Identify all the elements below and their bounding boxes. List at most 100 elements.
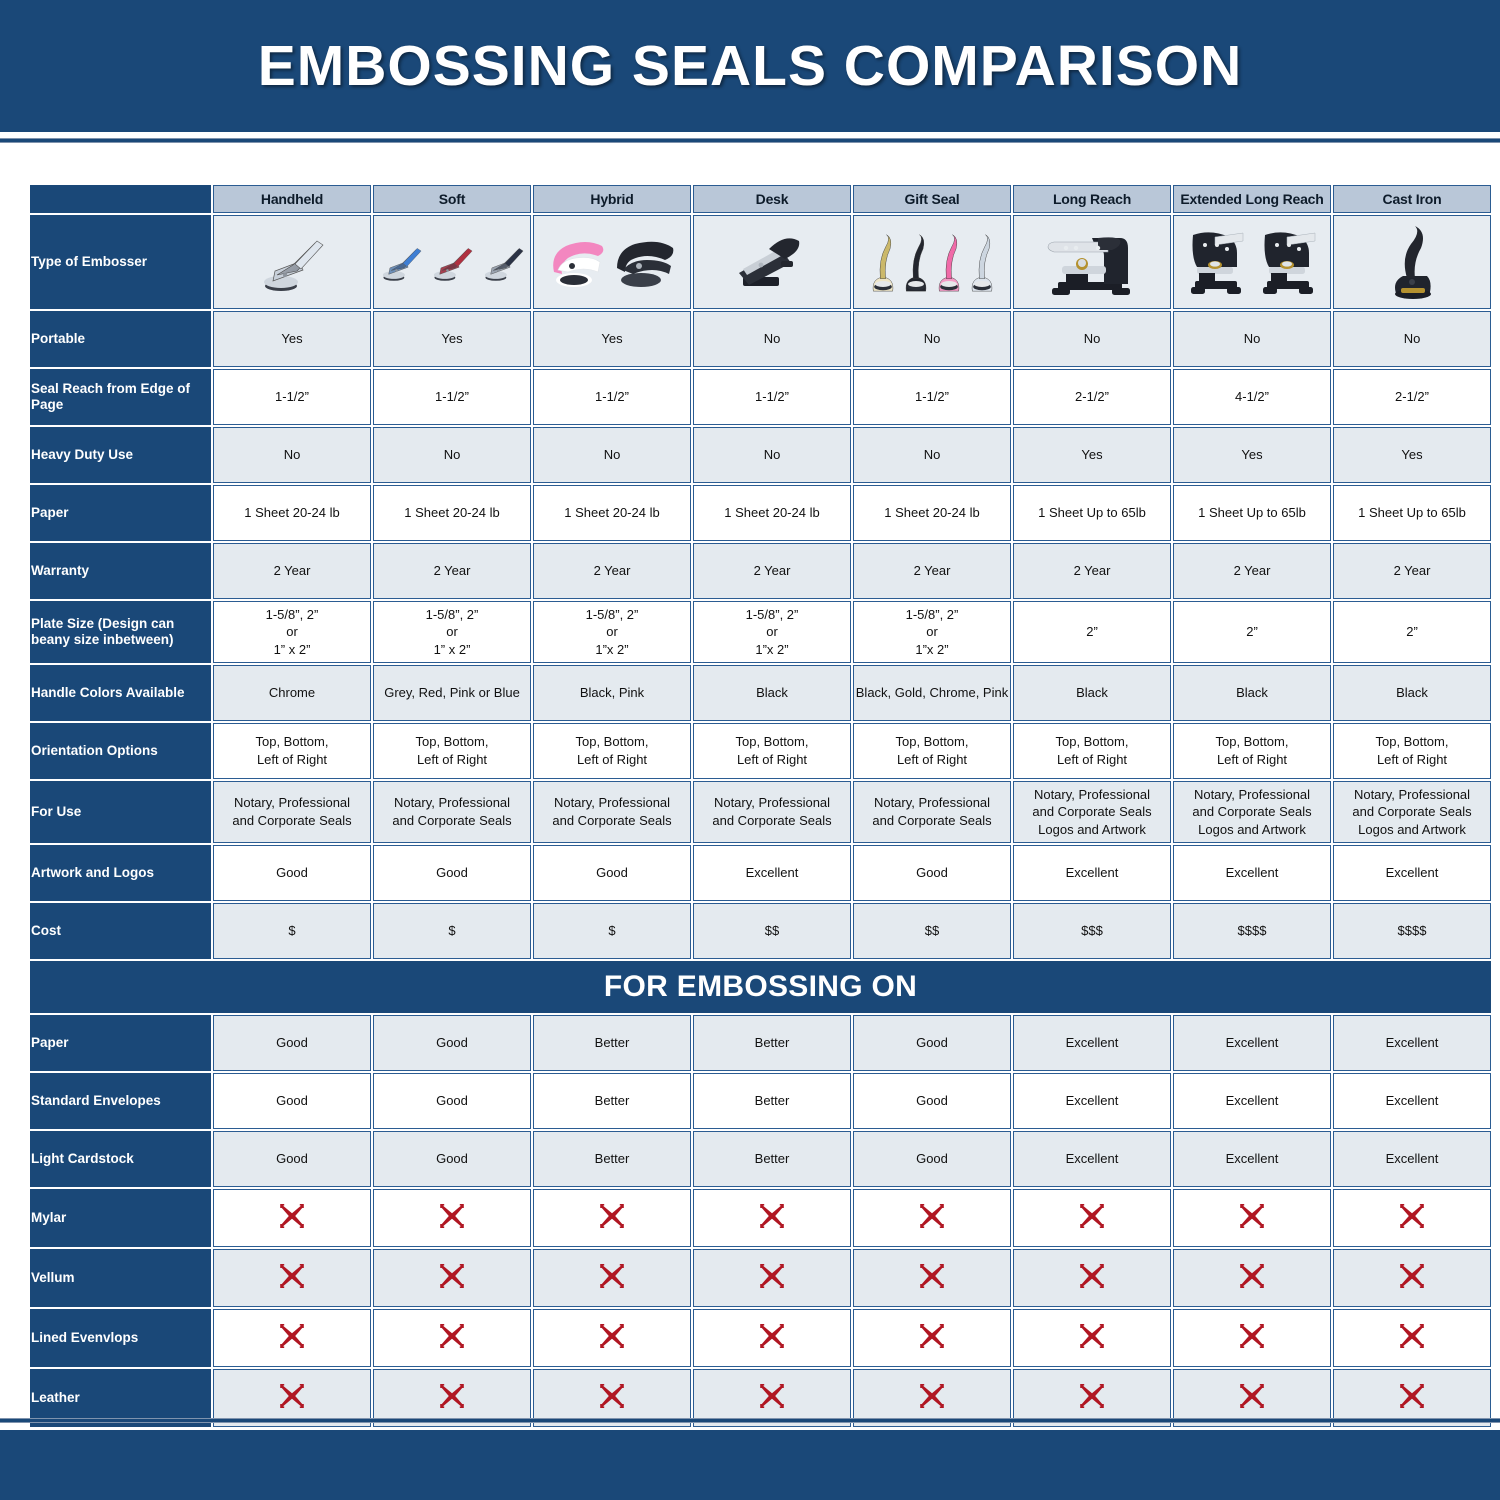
cell-portable-soft: Yes (373, 311, 531, 367)
cell-for-use-long-reach: Notary, Professional and Corporate Seals… (1013, 781, 1171, 843)
cell-leather-handheld (213, 1369, 371, 1427)
cell-seal-reach-from-edge-of-page-handheld: 1-1/2” (213, 369, 371, 425)
table-row: Leather (30, 1369, 1491, 1427)
row-label-plate-size-design-can-beany-size-inbetween: Plate Size (Design can beany size inbetw… (30, 601, 211, 663)
cell-handle-colors-available-gift-seal: Black, Gold, Chrome, Pink (853, 665, 1011, 721)
table-row: Paper Good Good Better Better Good Excellent Ex… (30, 1015, 1491, 1071)
cell-warranty-cast-iron: 2 Year (1333, 543, 1491, 599)
cell-cost-handheld: $ (213, 903, 371, 959)
cell-artwork-and-logos-gift-seal: Good (853, 845, 1011, 901)
x-mark-icon (1239, 1383, 1265, 1409)
cell-light-cardstock-soft: Good (373, 1131, 531, 1187)
cell-orientation-options-hybrid: Top, Bottom, Left of Right (533, 723, 691, 779)
cell-orientation-options-soft: Top, Bottom, Left of Right (373, 723, 531, 779)
cell-mylar-extended-long-reach (1173, 1189, 1331, 1247)
cell-portable-desk: No (693, 311, 851, 367)
x-mark-icon (759, 1383, 785, 1409)
row-label-orientation-options: Orientation Options (30, 723, 211, 779)
table-row: Type of Embosser (30, 215, 1491, 309)
cell-lined-evenvlops-hybrid (533, 1309, 691, 1367)
x-mark-icon (439, 1383, 465, 1409)
x-mark-icon (1079, 1203, 1105, 1229)
comparison-table-wrapper: Handheld Soft Hybrid Desk Gift Seal Long Reac… (28, 183, 1491, 1429)
cell-for-use-cast-iron: Notary, Professional and Corporate Seals… (1333, 781, 1491, 843)
cell-heavy-duty-use-cast-iron: Yes (1333, 427, 1491, 483)
table-row: Portable Yes Yes Yes No No No No No (30, 311, 1491, 367)
table-row: Light Cardstock Good Good Better Better Good E… (30, 1131, 1491, 1187)
row-label-light-cardstock: Light Cardstock (30, 1131, 211, 1187)
cell-seal-reach-from-edge-of-page-cast-iron: 2-1/2” (1333, 369, 1491, 425)
cell-paper-desk: 1 Sheet 20-24 lb (693, 485, 851, 541)
soft-embosser-image (374, 216, 530, 308)
cell-warranty-soft: 2 Year (373, 543, 531, 599)
column-header-extended-long-reach: Extended Long Reach (1173, 185, 1331, 213)
row-label-type-of-embosser: Type of Embosser (30, 215, 211, 309)
cell-portable-cast-iron: No (1333, 311, 1491, 367)
cell-paper-gift-seal: Good (853, 1015, 1011, 1071)
cell-seal-reach-from-edge-of-page-gift-seal: 1-1/2” (853, 369, 1011, 425)
section-band-row: FOR EMBOSSING ON (30, 961, 1491, 1013)
cell-light-cardstock-extended-long-reach: Excellent (1173, 1131, 1331, 1187)
cell-type-of-embosser-cast-iron (1333, 215, 1491, 309)
page-footer (0, 1430, 1500, 1500)
x-mark-icon (919, 1263, 945, 1289)
cell-for-use-gift-seal: Notary, Professional and Corporate Seals (853, 781, 1011, 843)
cell-standard-envelopes-soft: Good (373, 1073, 531, 1129)
x-mark-icon (599, 1383, 625, 1409)
section-band-label: FOR EMBOSSING ON (30, 961, 1491, 1013)
cell-for-use-desk: Notary, Professional and Corporate Seals (693, 781, 851, 843)
cell-light-cardstock-desk: Better (693, 1131, 851, 1187)
cell-mylar-gift-seal (853, 1189, 1011, 1247)
table-row: Lined Evenvlops (30, 1309, 1491, 1367)
cell-vellum-desk (693, 1249, 851, 1307)
cell-standard-envelopes-extended-long-reach: Excellent (1173, 1073, 1331, 1129)
cell-leather-long-reach (1013, 1369, 1171, 1427)
long-reach-embosser-image (1014, 216, 1170, 308)
cell-type-of-embosser-handheld (213, 215, 371, 309)
cell-type-of-embosser-long-reach (1013, 215, 1171, 309)
x-mark-icon (1079, 1263, 1105, 1289)
cell-heavy-duty-use-extended-long-reach: Yes (1173, 427, 1331, 483)
table-row: Paper 1 Sheet 20-24 lb 1 Sheet 20-24 lb 1 S… (30, 485, 1491, 541)
page-banner: EMBOSSING SEALS COMPARISON (0, 0, 1500, 132)
table-row: Handle Colors Available Chrome Grey, Red, … (30, 665, 1491, 721)
cell-artwork-and-logos-long-reach: Excellent (1013, 845, 1171, 901)
cell-heavy-duty-use-soft: No (373, 427, 531, 483)
cell-portable-hybrid: Yes (533, 311, 691, 367)
cell-portable-long-reach: No (1013, 311, 1171, 367)
cell-artwork-and-logos-extended-long-reach: Excellent (1173, 845, 1331, 901)
x-mark-icon (1399, 1383, 1425, 1409)
column-header-cast-iron: Cast Iron (1333, 185, 1491, 213)
row-label-portable: Portable (30, 311, 211, 367)
x-mark-icon (759, 1203, 785, 1229)
table-row: For Use Notary, Professional and Corporat… (30, 781, 1491, 843)
cell-lined-evenvlops-gift-seal (853, 1309, 1011, 1367)
cell-warranty-extended-long-reach: 2 Year (1173, 543, 1331, 599)
table-row: Cost $ $ $ $$ $$ $$$ $$$$ $$$$ (30, 903, 1491, 959)
table-body-embossing: Paper Good Good Better Better Good Excellent Ex… (30, 1015, 1491, 1427)
bottom-divider-rule (0, 1418, 1500, 1423)
cell-mylar-cast-iron (1333, 1189, 1491, 1247)
cell-type-of-embosser-gift-seal (853, 215, 1011, 309)
cell-type-of-embosser-soft (373, 215, 531, 309)
row-label-standard-envelopes: Standard Envelopes (30, 1073, 211, 1129)
row-label-artwork-and-logos: Artwork and Logos (30, 845, 211, 901)
cell-leather-soft (373, 1369, 531, 1427)
cell-leather-gift-seal (853, 1369, 1011, 1427)
column-header-row: Handheld Soft Hybrid Desk Gift Seal Long Reac… (30, 185, 1491, 213)
cell-standard-envelopes-handheld: Good (213, 1073, 371, 1129)
table-body-specs: Type of Embosser Portable Yes Yes Yes No No No N… (30, 215, 1491, 959)
column-header-handheld: Handheld (213, 185, 371, 213)
cell-type-of-embosser-extended-long-reach (1173, 215, 1331, 309)
cell-seal-reach-from-edge-of-page-desk: 1-1/2” (693, 369, 851, 425)
cell-paper-soft: Good (373, 1015, 531, 1071)
x-mark-icon (1239, 1323, 1265, 1349)
row-label-lined-evenvlops: Lined Evenvlops (30, 1309, 211, 1367)
x-mark-icon (439, 1203, 465, 1229)
table-row: Orientation Options Top, Bottom, Left of … (30, 723, 1491, 779)
cell-portable-handheld: Yes (213, 311, 371, 367)
cell-cost-cast-iron: $$$$ (1333, 903, 1491, 959)
cell-paper-long-reach: 1 Sheet Up to 65lb (1013, 485, 1171, 541)
cell-orientation-options-cast-iron: Top, Bottom, Left of Right (1333, 723, 1491, 779)
